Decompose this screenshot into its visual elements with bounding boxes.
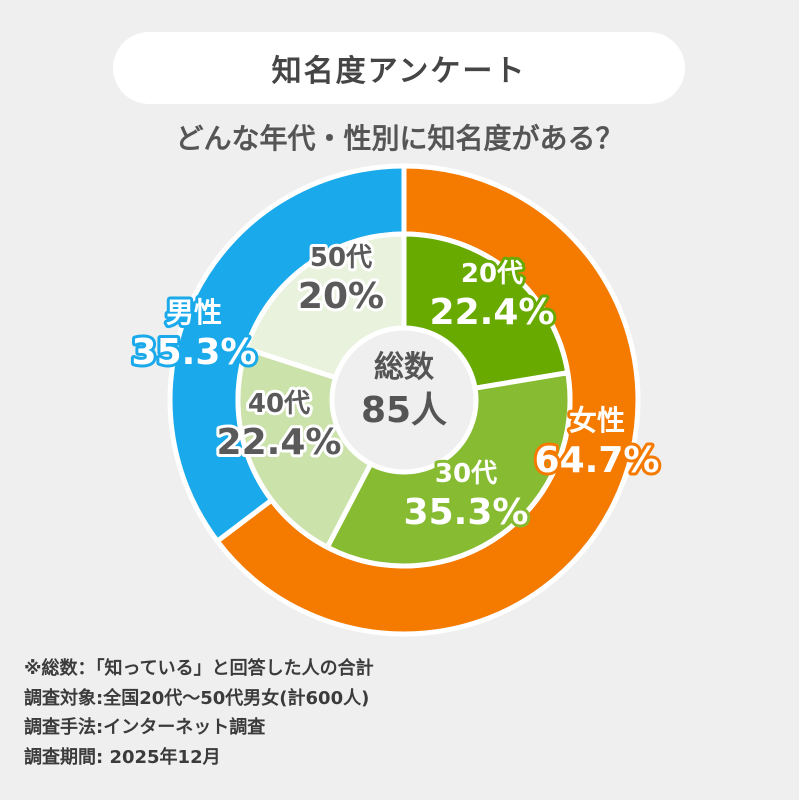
outer-value-label: 64.7% [535,440,660,481]
title-pill: 知名度アンケート [113,32,685,104]
outer-name-label: 女性 [569,404,625,437]
chart-labels: 女性64.7%男性35.3%20代22.4%30代35.3%40代22.4%50… [129,240,663,536]
inner-slice-2 [235,346,374,550]
outer-name-label: 男性 [166,296,222,329]
inner-name-label: 40代 [248,389,310,419]
chart-title: 知名度アンケート [271,54,527,89]
note-line: 調査対象:全国20代～50代男女(計600人) [24,687,370,709]
inner-slice-0 [401,231,571,391]
inner-slice-1 [324,370,573,569]
inner-slice-3 [243,231,407,381]
inner-value-label: 22.4% [217,422,342,463]
inner-name-label: 20代 [461,259,523,289]
center-label: 総数 [374,350,435,385]
inner-name-label: 30代 [435,459,497,489]
note-line: 調査手法:インターネット調査 [24,717,266,738]
survey-notes: ※総数：「知っている」と回答した人の合計 調査対象:全国20代～50代男女(計6… [24,654,374,772]
note-line: 調査期間: 2025年12月 [24,746,221,768]
inner-value-label: 35.3% [404,492,529,533]
note-line: ※総数：「知っている」と回答した人の合計 [24,658,374,679]
inner-ring [235,231,573,569]
chart-subtitle: どんな年代・性別に知名度がある？ [175,122,624,155]
inner-name-label: 50代 [310,243,372,273]
inner-value-label: 22.4% [430,292,555,333]
outer-value-label: 35.3% [132,332,257,373]
center-value: 85人 [361,390,447,431]
inner-value-label: 20% [298,276,384,317]
